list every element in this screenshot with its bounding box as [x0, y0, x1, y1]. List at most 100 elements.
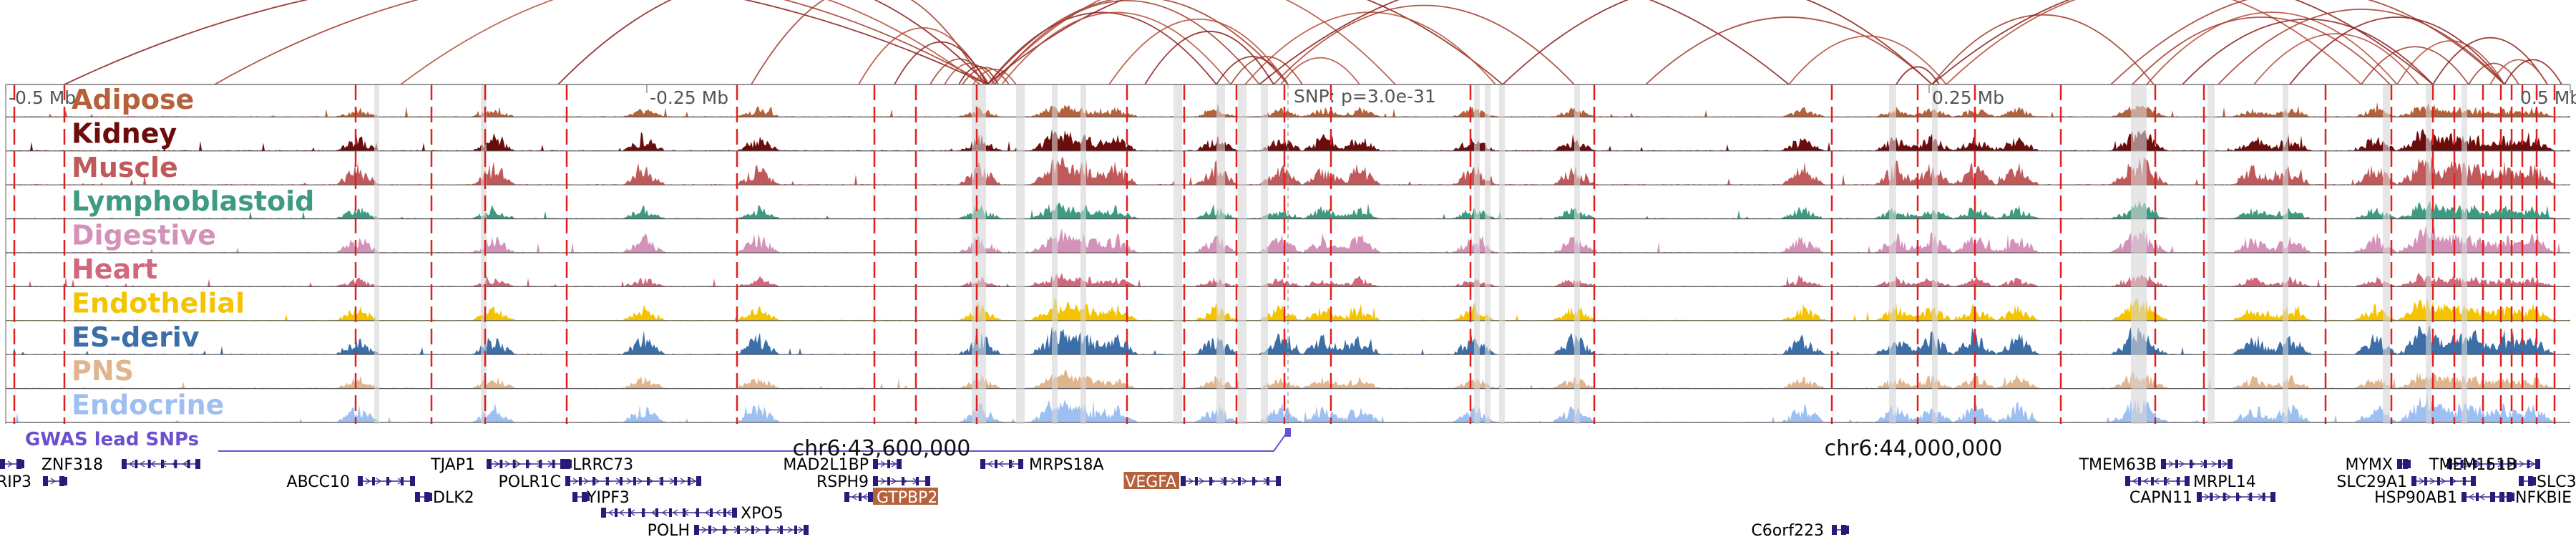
gene-label: ZNF318	[42, 456, 103, 474]
gene-exon	[358, 476, 363, 486]
interaction-arc	[2504, 59, 2562, 85]
gene-exon	[372, 477, 375, 485]
gene-exon	[2125, 476, 2130, 486]
highlight-region	[481, 84, 487, 424]
gene-exon	[1276, 476, 1281, 486]
gene-exon	[564, 459, 569, 469]
gene-exon	[794, 526, 797, 534]
strand-arrow	[2200, 460, 2207, 468]
strand-arrow	[2225, 493, 2232, 500]
strand-arrow	[7, 460, 14, 468]
strand-arrow	[2462, 478, 2468, 485]
gene-label: NFKBIE	[2515, 489, 2572, 507]
signal-area	[6, 156, 2570, 185]
interaction-arc	[2253, 33, 2419, 85]
gene-exon	[1832, 525, 1837, 535]
strand-arrow	[776, 526, 783, 533]
gene-highlight	[873, 488, 938, 505]
gene-exon	[925, 476, 930, 486]
highlight-region	[1474, 84, 1480, 424]
gene-exon	[642, 508, 645, 517]
strand-arrow	[766, 526, 772, 533]
interaction-arc	[1001, 11, 1231, 85]
gene-exon	[2175, 460, 2178, 468]
strand-arrow	[365, 478, 371, 485]
strand-arrow	[160, 460, 167, 468]
gene-exon	[2450, 477, 2453, 485]
strand-arrow	[648, 478, 654, 485]
gene-exon	[674, 477, 677, 485]
interaction-arc	[1931, 14, 2155, 85]
strand-arrow	[2190, 460, 2196, 468]
gene-label: CAPN11	[2129, 489, 2192, 507]
gene-exon	[499, 460, 503, 468]
interaction-arc	[400, 0, 981, 85]
gene-exon	[897, 459, 902, 469]
gene-exon	[0, 459, 5, 469]
strand-arrow	[605, 478, 611, 485]
interaction-arc	[1144, 30, 1274, 85]
track-label: Endocrine	[72, 390, 224, 421]
gene-exon	[16, 459, 21, 469]
strand-arrow	[2454, 460, 2461, 468]
gene-exon	[723, 508, 726, 517]
signal-area	[6, 297, 2570, 321]
strand-arrow	[629, 509, 635, 516]
strand-arrow	[608, 509, 614, 516]
gene-exon	[615, 508, 618, 517]
highlight-region	[1052, 84, 1058, 424]
interaction-arc	[2468, 62, 2519, 85]
gene-hsp90ab1: HSP90AB1	[2374, 489, 2504, 507]
highlight-region	[1174, 84, 1182, 424]
gene-tjap1: TJAP1	[430, 456, 565, 474]
gene-exon	[587, 493, 590, 501]
strand-arrow	[618, 509, 625, 516]
gene-exon	[487, 459, 492, 469]
region-overlays	[5, 84, 2570, 424]
gene-exon	[696, 508, 699, 517]
gene-exon	[2437, 477, 2440, 485]
gene-exon	[873, 459, 878, 469]
highlight-region	[1889, 84, 1896, 424]
strand-arrow	[902, 478, 908, 485]
gene-label: MRPL14	[2193, 473, 2256, 491]
gene-exon	[147, 460, 151, 468]
strand-arrow	[2211, 460, 2218, 468]
gene-exon	[708, 526, 711, 534]
gene-exon	[2513, 460, 2517, 468]
strand-arrow	[583, 478, 590, 485]
gene-exon	[43, 476, 48, 486]
gene-exon	[512, 460, 516, 468]
highlight-region	[1574, 84, 1580, 424]
highlight-region	[1080, 84, 1086, 424]
strand-arrow	[376, 478, 382, 485]
gene-mymx: MYMX	[2346, 456, 2411, 474]
gwas-label: GWAS lead SNPs	[25, 429, 199, 450]
gene-tmem151b: TMEM151B	[2429, 456, 2540, 474]
gene-label: MAD2L1BP	[783, 456, 869, 474]
gene-label: C6orf223	[1751, 522, 1824, 537]
strand-arrow	[2451, 478, 2457, 485]
strand-arrow	[2222, 460, 2228, 468]
strand-arrow	[1209, 478, 1216, 485]
gene-exon	[2424, 477, 2427, 485]
strand-arrow	[744, 526, 751, 533]
interaction-arc	[2218, 9, 2505, 85]
strand-arrow	[755, 526, 761, 533]
highlight-region	[1261, 84, 1268, 424]
gene-exon	[902, 477, 904, 485]
interaction-arc	[987, 0, 1503, 85]
gene-exon	[526, 460, 529, 468]
track-label: Muscle	[72, 152, 178, 183]
gene-exon	[64, 477, 67, 485]
strand-arrow	[547, 460, 554, 468]
gene-exon	[2512, 493, 2514, 501]
strand-arrow	[880, 460, 887, 468]
gene-exon	[1209, 477, 1212, 485]
interaction-arc	[1259, 0, 1790, 85]
strand-arrow	[2247, 493, 2253, 500]
gene-exon	[429, 493, 432, 501]
strand-arrow	[2215, 493, 2221, 500]
genomic-axis: -0.5 Mb -0.25 Mb 0.25 Mb 0.5 Mb SNP: p=3.0e-…	[5, 84, 2576, 108]
